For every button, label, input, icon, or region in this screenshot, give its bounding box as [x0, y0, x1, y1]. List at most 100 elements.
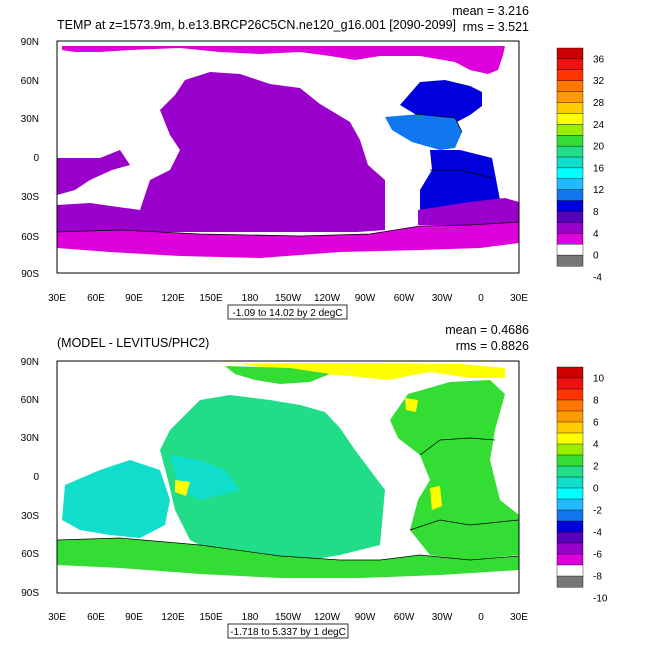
panel-2-arctic-green-region	[225, 366, 330, 384]
x-tick-label: 60W	[394, 612, 415, 623]
colorbar-swatch	[556, 509, 584, 522]
panel-2-contour-info: -1.718 to 5.337 by 1 degC	[230, 627, 346, 638]
x-tick-label: 30E	[510, 612, 528, 623]
panel-2-colorbar: 10 8 6 4 2 0 -2 -4 -6 -8 -10	[556, 366, 608, 605]
panel-2-map-frame	[56, 360, 520, 594]
x-tick-label: 0	[478, 293, 484, 304]
colorbar-swatch	[556, 124, 584, 136]
colorbar-label: 20	[593, 142, 605, 153]
x-tick-label: 150W	[275, 612, 302, 623]
colorbar-label: -4	[593, 272, 602, 283]
colorbar-swatch	[556, 189, 584, 201]
y-tick-label: 90S	[21, 588, 39, 599]
colorbar-swatch	[556, 520, 584, 533]
panel-2-x-axis: 30E 60E 90E 120E 150E 180 150W 120W 90W …	[48, 612, 528, 623]
panel-2-indian-region	[62, 460, 170, 538]
x-tick-label: 90W	[355, 293, 376, 304]
colorbar-label: 4	[593, 229, 599, 240]
colorbar-swatch	[556, 388, 584, 401]
x-tick-label: 30E	[510, 293, 528, 304]
x-tick-label: 30E	[48, 293, 66, 304]
panel-2-pacific-region	[160, 395, 385, 565]
colorbar-swatch	[556, 399, 584, 412]
y-tick-label: 30N	[21, 433, 39, 444]
x-tick-label: 180	[242, 612, 259, 623]
panel-1-contour-info: -1.09 to 14.02 by 2 degC	[232, 308, 342, 319]
panel-2-map	[56, 360, 520, 594]
panel-1-title: TEMP at z=1573.9m, b.e13.BRCP26C5CN.ne12…	[57, 18, 456, 32]
panel-1-y-axis: 90N 60N 30N 0 30S 60S 90S	[21, 37, 40, 280]
colorbar-swatch	[556, 564, 584, 577]
panel-2: (MODEL - LEVITUS/PHC2) mean = 0.4686 rms…	[21, 323, 608, 639]
colorbar-label: -6	[593, 550, 602, 561]
panel-2-atlantic-region	[390, 380, 519, 560]
panel-1-map	[56, 40, 520, 274]
colorbar-swatch	[556, 498, 584, 511]
colorbar-swatch	[556, 254, 584, 267]
panel-2-mean: mean = 0.4686	[445, 323, 529, 337]
y-tick-label: 0	[33, 153, 39, 164]
x-tick-label: 90W	[355, 612, 376, 623]
y-tick-label: 30S	[21, 192, 39, 203]
y-tick-label: 60S	[21, 232, 39, 243]
colorbar-swatch	[556, 134, 584, 147]
colorbar-label: 24	[593, 120, 605, 131]
panel-1-sa-south-band-region	[418, 198, 519, 225]
x-tick-label: 150E	[199, 612, 223, 623]
panel-1-mean: mean = 3.216	[452, 4, 529, 18]
panel-1-contour-line	[430, 169, 493, 179]
x-tick-label: 180	[242, 293, 259, 304]
panel-2-title: (MODEL - LEVITUS/PHC2)	[57, 336, 209, 350]
panel-1-arctic-region	[62, 46, 505, 74]
colorbar-label: 10	[593, 374, 605, 385]
colorbar-swatch	[556, 47, 584, 60]
colorbar-swatch	[556, 233, 584, 245]
colorbar-label: 4	[593, 440, 599, 451]
colorbar-label: 6	[593, 418, 599, 429]
panel-2-yellow-patch	[430, 486, 442, 510]
panel-1-na-subtropics-region	[385, 114, 462, 150]
colorbar-label: 12	[593, 185, 605, 196]
colorbar-swatch	[556, 443, 584, 456]
x-tick-label: 120E	[161, 612, 185, 623]
panel-2-y-axis: 90N 60N 30N 0 30S 60S 90S	[21, 357, 40, 599]
x-tick-label: 60E	[87, 293, 105, 304]
colorbar-swatch	[556, 465, 584, 478]
x-tick-label: 120E	[161, 293, 185, 304]
colorbar-swatch	[556, 575, 584, 588]
colorbar-swatch	[556, 432, 584, 445]
colorbar-label: 32	[593, 76, 605, 87]
colorbar-swatch	[556, 542, 584, 555]
panel-1-pacific-indian-region	[57, 72, 385, 232]
colorbar-swatch	[556, 113, 584, 125]
y-tick-label: 90S	[21, 269, 39, 280]
x-tick-label: 150E	[199, 293, 223, 304]
y-tick-label: 0	[33, 472, 39, 483]
colorbar-swatch	[556, 487, 584, 500]
panel-2-contour-line	[409, 519, 520, 531]
colorbar-swatch	[556, 476, 584, 489]
colorbar-swatch	[556, 531, 584, 544]
panel-1-contour-info-box	[227, 304, 348, 320]
colorbar-swatch	[556, 421, 584, 434]
x-tick-label: 30E	[48, 612, 66, 623]
y-tick-label: 30S	[21, 511, 39, 522]
panel-1-rms: rms = 3.521	[463, 20, 529, 34]
colorbar-swatch	[556, 167, 584, 180]
panel-1-indian-west-region	[57, 150, 130, 195]
colorbar-swatch	[556, 454, 584, 467]
colorbar-label: -4	[593, 528, 602, 539]
colorbar-label: 0	[593, 484, 599, 495]
colorbar-label: 28	[593, 98, 605, 109]
colorbar-label: 8	[593, 396, 599, 407]
x-tick-label: 90E	[125, 293, 143, 304]
colorbar-swatch	[556, 58, 584, 71]
panel-1: TEMP at z=1573.9m, b.e13.BRCP26C5CN.ne12…	[21, 4, 605, 320]
panel-1-contour-line	[414, 113, 463, 133]
panel-2-yellow-patch	[405, 398, 418, 412]
panel-2-rms: rms = 0.8826	[456, 339, 529, 353]
panel-2-contour-info-box	[227, 623, 349, 639]
panel-1-contour-line	[56, 221, 520, 237]
colorbar-swatch	[556, 211, 584, 223]
